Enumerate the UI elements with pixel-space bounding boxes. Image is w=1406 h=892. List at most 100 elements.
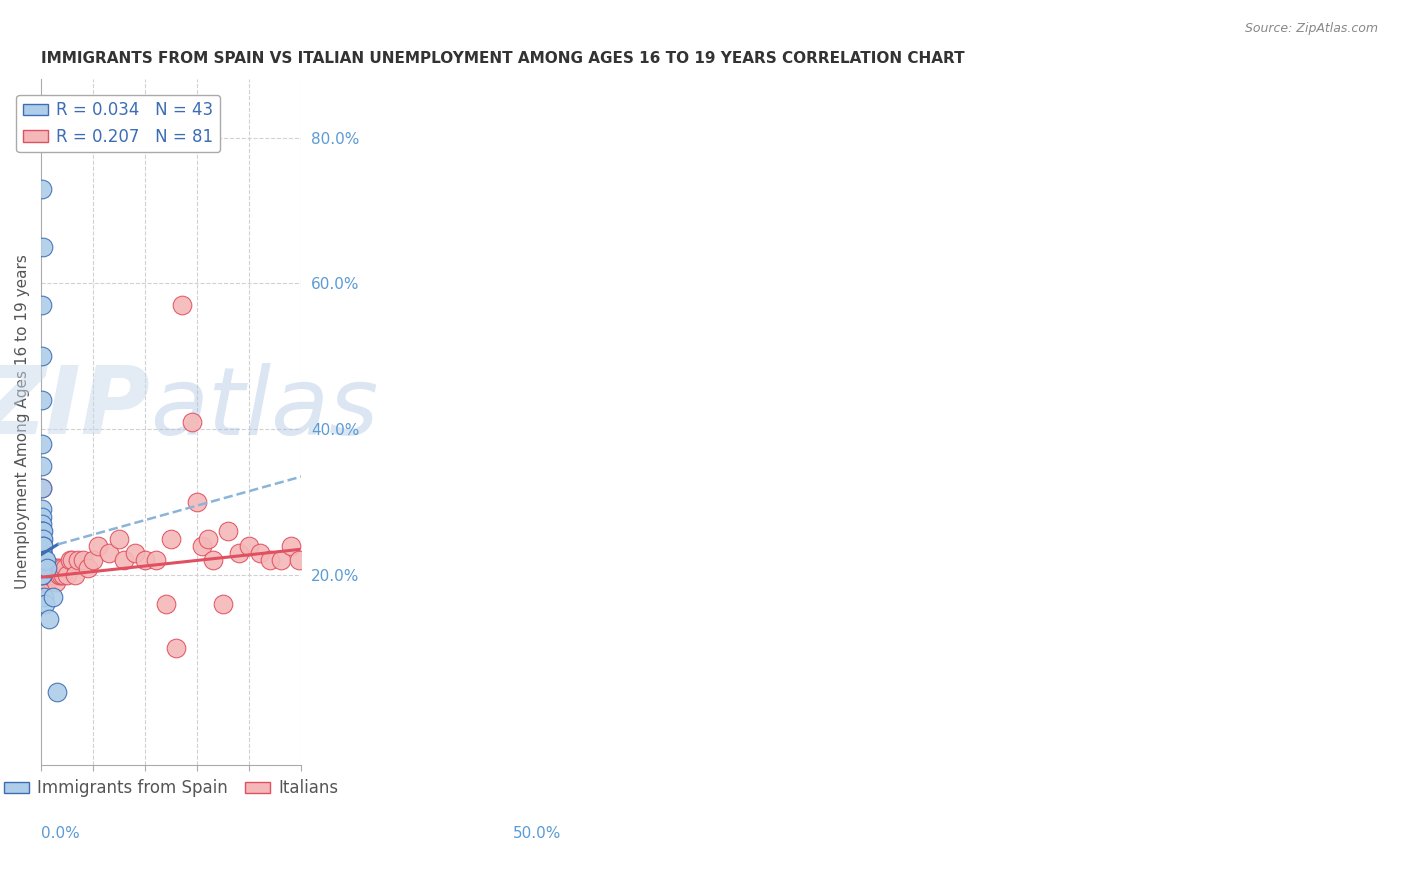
Point: [59, 553, 82, 567]
Point: [34, 568, 56, 582]
Point: [32, 539, 55, 553]
Legend: Immigrants from Spain, Italians: Immigrants from Spain, Italians: [0, 772, 344, 804]
Point: [39, 568, 62, 582]
Point: [31, 553, 53, 567]
Point: [31, 502, 53, 516]
Point: [48, 568, 70, 582]
Point: [63, 568, 86, 582]
Point: [31, 532, 53, 546]
Point: [287, 553, 309, 567]
Point: [186, 495, 208, 509]
Point: [31, 575, 53, 590]
Point: [51, 560, 73, 574]
Point: [34, 568, 56, 582]
Point: [32, 590, 55, 604]
Point: [42, 560, 65, 574]
Point: [31, 546, 53, 560]
Point: [31, 546, 53, 560]
Point: [35, 553, 58, 567]
Point: [34, 568, 56, 582]
Y-axis label: Unemployment Among Ages 16 to 19 years: Unemployment Among Ages 16 to 19 years: [15, 254, 30, 590]
Point: [32, 532, 55, 546]
Text: ZIP: ZIP: [0, 362, 150, 454]
Point: [31, 568, 53, 582]
Point: [38, 568, 60, 582]
Point: [155, 597, 177, 611]
Point: [31, 553, 53, 567]
Point: [31, 575, 53, 590]
Point: [31, 539, 53, 553]
Point: [165, 640, 187, 655]
Point: [259, 553, 281, 567]
Point: [41, 560, 63, 574]
Point: [270, 553, 292, 567]
Point: [60, 553, 83, 567]
Point: [38, 568, 60, 582]
Point: [31, 182, 53, 196]
Point: [238, 539, 260, 553]
Point: [31, 539, 53, 553]
Point: [31, 240, 53, 254]
Point: [31, 516, 53, 531]
Point: [41, 568, 63, 582]
Point: [31, 553, 53, 567]
Point: [32, 553, 55, 567]
Point: [31, 509, 53, 524]
Point: [31, 524, 53, 539]
Point: [31, 546, 53, 560]
Point: [31, 437, 53, 451]
Point: [32, 568, 55, 582]
Point: [160, 532, 183, 546]
Point: [37, 560, 59, 574]
Point: [53, 560, 76, 574]
Point: [35, 560, 58, 574]
Point: [31, 560, 53, 574]
Point: [170, 298, 193, 312]
Point: [32, 568, 55, 582]
Point: [41, 590, 63, 604]
Point: [32, 539, 55, 553]
Point: [97, 546, 120, 560]
Point: [37, 575, 59, 590]
Point: [197, 532, 219, 546]
Point: [212, 597, 235, 611]
Point: [31, 560, 53, 574]
Point: [31, 524, 53, 539]
Text: Source: ZipAtlas.com: Source: ZipAtlas.com: [1244, 22, 1378, 36]
Point: [31, 532, 53, 546]
Point: [31, 553, 53, 567]
Point: [32, 575, 55, 590]
Text: atlas: atlas: [150, 363, 378, 454]
Point: [46, 560, 69, 574]
Point: [72, 553, 94, 567]
Point: [34, 553, 56, 567]
Point: [31, 546, 53, 560]
Point: [31, 560, 53, 574]
Point: [228, 546, 250, 560]
Point: [218, 524, 240, 539]
Point: [31, 553, 53, 567]
Point: [66, 553, 89, 567]
Point: [249, 546, 271, 560]
Point: [31, 575, 53, 590]
Point: [124, 546, 146, 560]
Point: [37, 560, 59, 574]
Point: [32, 560, 55, 574]
Point: [45, 684, 67, 698]
Point: [31, 481, 53, 495]
Point: [77, 560, 100, 574]
Point: [191, 539, 214, 553]
Text: 50.0%: 50.0%: [513, 826, 561, 841]
Point: [31, 546, 53, 560]
Point: [280, 539, 302, 553]
Point: [31, 298, 53, 312]
Point: [52, 568, 75, 582]
Point: [87, 539, 110, 553]
Point: [32, 568, 55, 582]
Point: [31, 568, 53, 582]
Point: [108, 532, 131, 546]
Point: [31, 575, 53, 590]
Point: [112, 553, 135, 567]
Point: [37, 568, 59, 582]
Point: [31, 568, 53, 582]
